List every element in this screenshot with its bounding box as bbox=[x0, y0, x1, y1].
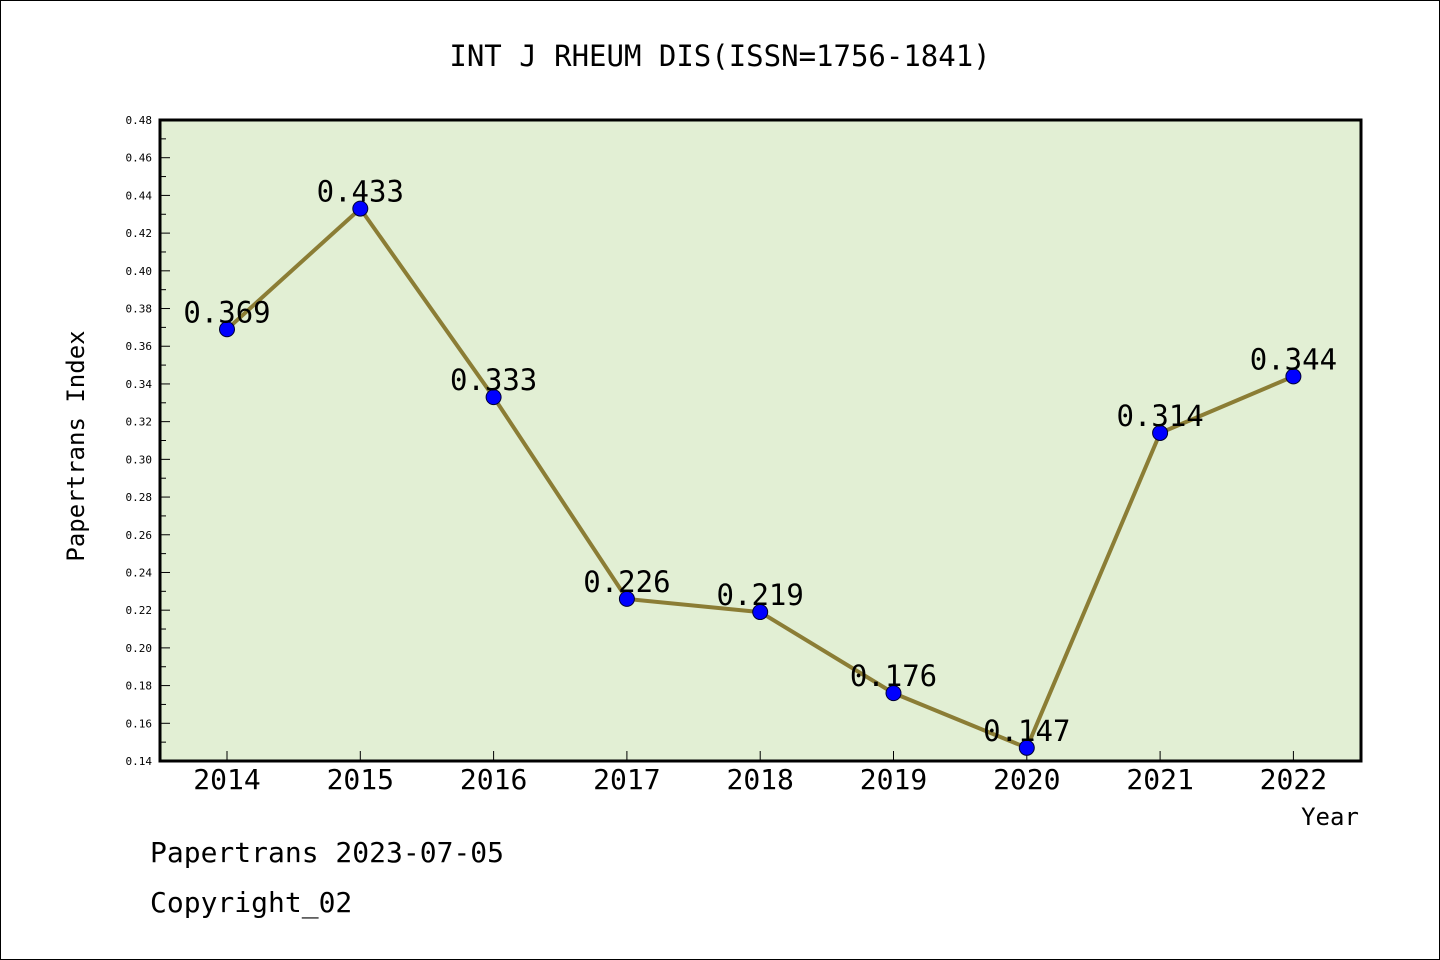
x-axis-ticks bbox=[226, 751, 1294, 761]
x-axis-tick-labels: 2014 2015 2016 2017 2018 2019 2020 2021 2022 bbox=[193, 763, 1327, 796]
data-label: 0.147 bbox=[983, 714, 1070, 748]
x-tick-label: 2021 bbox=[1126, 763, 1193, 796]
x-axis-label: Year bbox=[1301, 803, 1359, 831]
x-tick-label: 2014 bbox=[193, 763, 260, 796]
x-tick-label: 2022 bbox=[1260, 763, 1327, 796]
y-tick-label: 0.14 bbox=[126, 755, 153, 768]
y-axis-tick-labels: 0.14 0.16 0.18 0.20 0.22 0.24 0.26 0.28 0.30 0.32… bbox=[126, 114, 153, 768]
y-tick-label: 0.38 bbox=[126, 303, 153, 316]
data-point bbox=[485, 389, 502, 406]
data-point bbox=[618, 590, 635, 607]
data-label: 0.333 bbox=[450, 363, 537, 397]
y-tick-label: 0.22 bbox=[126, 604, 153, 617]
data-label: 0.344 bbox=[1250, 342, 1337, 376]
footer-date-line: Papertrans 2023-07-05 bbox=[150, 836, 505, 869]
data-point bbox=[885, 685, 902, 702]
data-point bbox=[352, 200, 369, 217]
x-tick-label: 2017 bbox=[593, 763, 660, 796]
x-tick-label: 2016 bbox=[460, 763, 527, 796]
data-label: 0.226 bbox=[583, 565, 670, 599]
data-label: 0.219 bbox=[717, 578, 804, 612]
y-tick-label: 0.44 bbox=[126, 189, 153, 202]
x-tick-label: 2019 bbox=[860, 763, 927, 796]
y-tick-label: 0.16 bbox=[126, 717, 153, 730]
data-label: 0.176 bbox=[850, 659, 937, 693]
data-label: 0.433 bbox=[317, 175, 404, 209]
plot-area bbox=[158, 118, 1363, 763]
chart-title: INT J RHEUM DIS(ISSN=1756-1841) bbox=[449, 39, 990, 73]
data-point bbox=[752, 604, 769, 621]
x-tick-label: 2020 bbox=[993, 763, 1060, 796]
y-tick-label: 0.42 bbox=[126, 227, 153, 240]
data-label: 0.314 bbox=[1116, 399, 1203, 433]
data-point bbox=[1285, 368, 1302, 385]
y-tick-label: 0.32 bbox=[126, 416, 153, 429]
footer-copyright-line: Copyright_02 bbox=[150, 886, 353, 919]
data-markers bbox=[219, 200, 1302, 756]
x-tick-label: 2018 bbox=[726, 763, 793, 796]
y-axis-ticks bbox=[160, 119, 170, 762]
data-point bbox=[219, 321, 235, 338]
data-point bbox=[1152, 424, 1169, 441]
y-tick-label: 0.28 bbox=[126, 491, 153, 504]
y-tick-label: 0.40 bbox=[126, 265, 153, 278]
data-label: 0.369 bbox=[183, 295, 270, 329]
y-tick-label: 0.20 bbox=[126, 642, 153, 655]
y-tick-label: 0.24 bbox=[126, 566, 153, 579]
y-tick-label: 0.26 bbox=[126, 529, 153, 542]
data-labels: 0.369 0.433 0.333 0.226 0.219 0.176 0.147 0.314… bbox=[183, 175, 1337, 748]
y-tick-label: 0.36 bbox=[126, 340, 153, 353]
data-point bbox=[1018, 739, 1035, 756]
y-tick-label: 0.46 bbox=[126, 152, 153, 165]
y-tick-label: 0.34 bbox=[126, 378, 153, 391]
y-tick-label: 0.30 bbox=[126, 453, 153, 466]
x-tick-label: 2015 bbox=[327, 763, 394, 796]
y-tick-label: 0.18 bbox=[126, 680, 153, 693]
y-tick-label: 0.48 bbox=[126, 114, 153, 127]
y-axis-label: Papertrans Index bbox=[62, 330, 90, 561]
